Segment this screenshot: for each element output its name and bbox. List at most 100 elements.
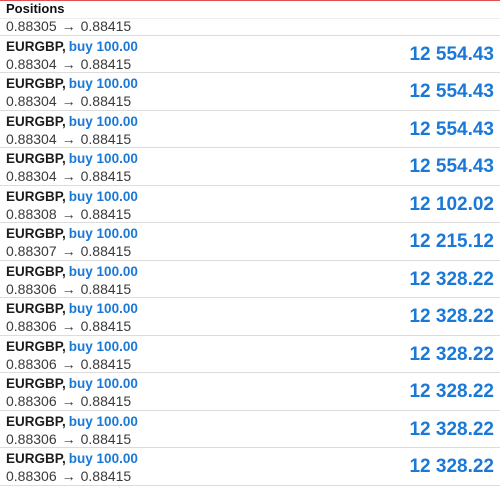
page-title: Positions	[6, 1, 65, 16]
position-symbol: EURGBP	[6, 226, 63, 241]
position-trade: buy 100.00	[68, 338, 138, 354]
position-row[interactable]: EURGBP, buy 100.00 0.88308 → 0.88415 12 102…	[0, 186, 500, 223]
position-profit: 12 215.12	[409, 231, 494, 252]
positions-header: Positions	[0, 0, 500, 19]
current-price: 0.88415	[80, 393, 132, 409]
position-trade: buy 100.00	[68, 38, 138, 54]
position-price-line: 0.88307 → 0.88415	[6, 243, 131, 259]
position-trade: buy 100.00	[68, 151, 138, 166]
position-row[interactable]: EURGBP, buy 100.00 0.88306 → 0.88415 12 328…	[0, 411, 500, 448]
right-arrow-icon: →	[61, 18, 76, 34]
position-price-line: 0.88306 → 0.88415	[6, 356, 131, 372]
position-header-line: EURGBP, buy 100.00	[6, 376, 138, 391]
right-arrow-icon: →	[61, 280, 76, 297]
position-trade: buy 100.00	[68, 301, 138, 316]
position-price-line: 0.88306 → 0.88415	[6, 431, 131, 447]
position-header-line: EURGBP, buy 100.00	[6, 113, 138, 129]
current-price: 0.88415	[80, 55, 132, 72]
right-arrow-icon: →	[61, 393, 76, 409]
position-row[interactable]: EURGBP, buy 100.00 0.88306 → 0.88415 12 328…	[0, 298, 500, 336]
open-price: 0.88307	[6, 243, 57, 259]
current-price: 0.88415	[80, 318, 132, 334]
position-price-line: 0.88305 → 0.88415	[6, 18, 131, 34]
position-trade: buy 100.00	[68, 113, 138, 129]
top-accent-bar	[0, 0, 500, 1]
right-arrow-icon: →	[61, 430, 76, 447]
position-row[interactable]: EURGBP, buy 100.00 0.88306 → 0.88415 12 328…	[0, 261, 500, 298]
right-arrow-icon: →	[61, 468, 76, 484]
position-price-line: 0.88306 → 0.88415	[6, 318, 131, 334]
open-price: 0.88304	[6, 55, 57, 72]
position-symbol: EURGBP	[6, 151, 63, 166]
position-price-line: 0.88304 → 0.88415	[6, 93, 131, 109]
position-profit: 12 554.43	[409, 118, 494, 140]
open-price: 0.88306	[6, 430, 57, 447]
position-row[interactable]: EURGBP, buy 100.00 0.88304 → 0.88415 12 554…	[0, 36, 500, 73]
position-row[interactable]: EURGBP, buy 100.00 0.88307 → 0.88415 12 215…	[0, 223, 500, 261]
current-price: 0.88415	[80, 430, 132, 447]
position-price-line: 0.88304 → 0.88415	[6, 56, 131, 72]
position-trade: buy 100.00	[68, 451, 138, 466]
current-price: 0.88415	[80, 168, 132, 184]
right-arrow-icon: →	[61, 93, 76, 109]
position-trade: buy 100.00	[68, 226, 138, 241]
positions-list[interactable]: EURGBP,buy 100.00 0.88305→0.88415 12 441…	[0, 0, 500, 486]
position-header-line: EURGBP, buy 100.00	[6, 301, 138, 316]
open-price: 0.88306	[6, 355, 57, 372]
position-price-line: 0.88306 → 0.88415	[6, 468, 131, 484]
position-price-line: 0.88306 → 0.88415	[6, 281, 131, 297]
right-arrow-icon: →	[61, 130, 76, 147]
position-symbol: EURGBP	[6, 413, 63, 429]
position-header-line: EURGBP, buy 100.00	[6, 263, 138, 279]
position-symbol: EURGBP	[6, 76, 63, 91]
position-symbol: EURGBP	[6, 338, 63, 354]
position-price-line: 0.88306 → 0.88415	[6, 393, 131, 409]
position-header-line: EURGBP, buy 100.00	[6, 451, 138, 466]
current-price: 0.88415	[80, 243, 132, 259]
position-header-line: EURGBP, buy 100.00	[6, 38, 138, 54]
position-symbol: EURGBP	[6, 113, 63, 129]
position-row[interactable]: EURGBP, buy 100.00 0.88306 → 0.88415 12 328…	[0, 336, 500, 373]
position-header-line: EURGBP, buy 100.00	[6, 151, 138, 166]
current-price: 0.88415	[80, 130, 132, 147]
position-profit: 12 328.22	[409, 268, 494, 290]
position-header-line: EURGBP, buy 100.00	[6, 76, 138, 91]
open-price: 0.88304	[6, 168, 57, 184]
position-row[interactable]: EURGBP, buy 100.00 0.88304 → 0.88415 12 554…	[0, 111, 500, 148]
position-profit: 12 554.43	[409, 156, 494, 177]
position-profit: 12 328.22	[409, 456, 494, 477]
open-price: 0.88308	[6, 205, 57, 222]
position-trade: buy 100.00	[68, 413, 138, 429]
open-price: 0.88304	[6, 130, 57, 147]
position-row[interactable]: EURGBP, buy 100.00 0.88306 → 0.88415 12 328…	[0, 448, 500, 486]
right-arrow-icon: →	[61, 168, 76, 184]
position-symbol: EURGBP	[6, 38, 63, 54]
current-price: 0.88415	[80, 280, 132, 297]
position-symbol: EURGBP	[6, 451, 63, 466]
position-trade: buy 100.00	[68, 263, 138, 279]
position-profit: 12 328.22	[409, 343, 494, 365]
current-price: 0.88415	[80, 205, 132, 222]
position-row[interactable]: EURGBP, buy 100.00 0.88304 → 0.88415 12 554…	[0, 148, 500, 186]
position-profit: 12 554.43	[409, 81, 494, 102]
open-price: 0.88306	[6, 468, 57, 484]
position-header-line: EURGBP, buy 100.00	[6, 338, 138, 354]
position-symbol: EURGBP	[6, 188, 63, 204]
current-price: 0.88415	[80, 93, 132, 109]
right-arrow-icon: →	[61, 205, 76, 222]
right-arrow-icon: →	[61, 318, 76, 334]
position-profit: 12 554.43	[409, 43, 494, 65]
position-profit: 12 328.22	[409, 418, 494, 440]
position-row[interactable]: EURGBP, buy 100.00 0.88304 → 0.88415 12 554…	[0, 73, 500, 111]
open-price: 0.88306	[6, 393, 57, 409]
position-header-line: EURGBP, buy 100.00	[6, 413, 138, 429]
right-arrow-icon: →	[61, 55, 76, 72]
position-price-line: 0.88304 → 0.88415	[6, 131, 131, 147]
position-symbol: EURGBP	[6, 263, 63, 279]
right-arrow-icon: →	[61, 243, 76, 259]
position-row[interactable]: EURGBP, buy 100.00 0.88306 → 0.88415 12 328…	[0, 373, 500, 411]
position-profit: 12 328.22	[409, 381, 494, 402]
open-price: 0.88305	[6, 18, 57, 34]
position-profit: 12 328.22	[409, 306, 494, 327]
